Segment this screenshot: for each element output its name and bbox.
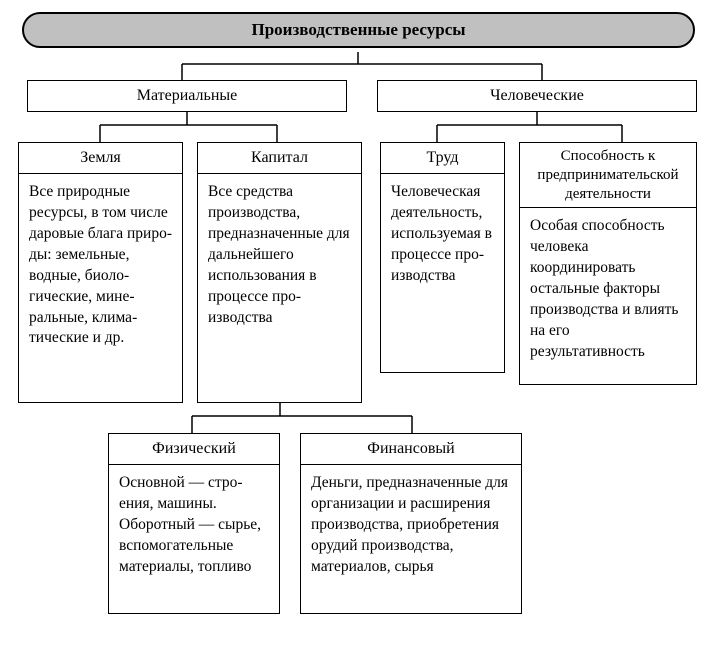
node-labor-title: Труд <box>380 142 505 173</box>
root-title: Производственные ресурсы <box>22 12 695 48</box>
node-financial-title: Финансовый <box>300 433 522 464</box>
level3-row: Физический Основной — стро­ения, машины.… <box>12 433 705 614</box>
node-financial-desc: Деньги, предназначен­ные для организации… <box>300 464 522 614</box>
connector-capital <box>12 403 705 433</box>
node-land-desc: Все природные ресурсы, в том числе даров… <box>18 173 183 403</box>
node-capital-desc: Все средства производства, предназна­чен… <box>197 173 362 403</box>
node-entrepreneur-title: Способность к предпринима­тель­ской деят… <box>519 142 697 207</box>
node-physical-title: Физический <box>108 433 280 464</box>
node-physical-desc: Основной — стро­ения, машины. Оборотный … <box>108 464 280 614</box>
level1-row: Материальные Человеческие <box>12 80 705 112</box>
level2-row: Земля Все природные ресурсы, в том числе… <box>12 142 705 403</box>
node-entrepreneur-desc: Особая способ­ность человека координиров… <box>519 207 697 385</box>
node-land-title: Земля <box>18 142 183 173</box>
node-human: Человеческие <box>377 80 697 112</box>
node-material: Материальные <box>27 80 347 112</box>
connector-l1 <box>12 112 705 142</box>
connector-root <box>12 52 705 80</box>
node-capital-title: Капитал <box>197 142 362 173</box>
node-labor-desc: Человече­ская дея­тельность, используе­м… <box>380 173 505 373</box>
